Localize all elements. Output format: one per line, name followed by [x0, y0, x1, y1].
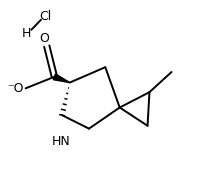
Text: O: O	[39, 32, 49, 45]
Polygon shape	[53, 74, 69, 83]
Text: ⁻O: ⁻O	[7, 82, 23, 95]
Text: H: H	[22, 27, 31, 40]
Text: Cl: Cl	[39, 10, 52, 23]
Text: HN: HN	[52, 135, 70, 148]
